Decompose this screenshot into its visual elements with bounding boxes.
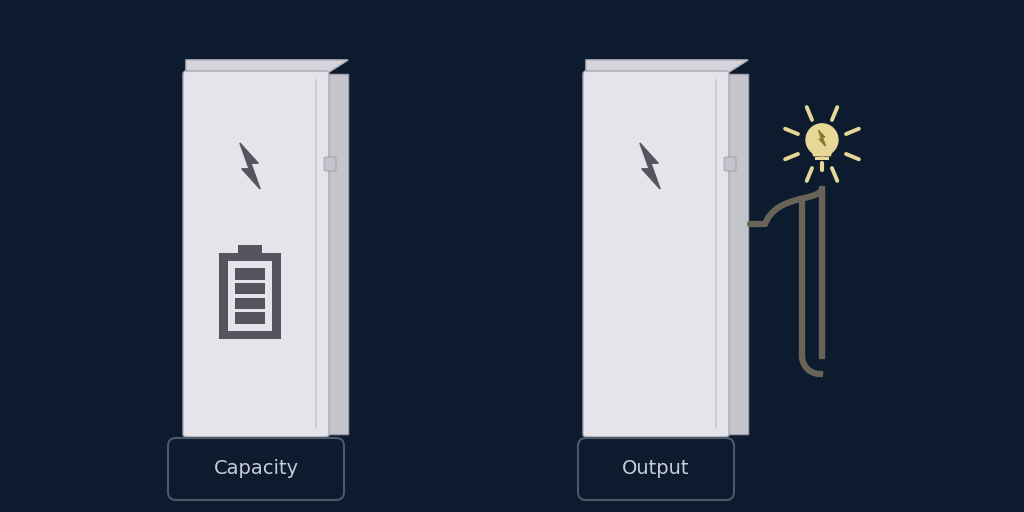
Polygon shape	[186, 60, 348, 74]
FancyBboxPatch shape	[583, 71, 729, 437]
Polygon shape	[812, 149, 833, 156]
FancyBboxPatch shape	[168, 438, 344, 500]
FancyBboxPatch shape	[724, 157, 736, 171]
Bar	[234, 312, 265, 324]
FancyBboxPatch shape	[324, 157, 336, 171]
FancyBboxPatch shape	[578, 438, 734, 500]
Bar	[815, 157, 829, 160]
Circle shape	[806, 124, 838, 156]
Text: Output: Output	[623, 459, 690, 478]
Polygon shape	[640, 143, 660, 189]
Bar	[219, 252, 281, 339]
Polygon shape	[586, 60, 748, 74]
Polygon shape	[726, 74, 748, 434]
Text: Capacity: Capacity	[213, 459, 299, 478]
Bar	[234, 297, 265, 309]
Polygon shape	[326, 74, 348, 434]
Bar	[227, 261, 272, 331]
Bar	[814, 153, 830, 156]
Bar	[239, 245, 262, 252]
FancyBboxPatch shape	[183, 71, 329, 437]
Bar	[234, 283, 265, 294]
Polygon shape	[240, 143, 260, 189]
Polygon shape	[818, 130, 825, 146]
Bar	[234, 268, 265, 280]
